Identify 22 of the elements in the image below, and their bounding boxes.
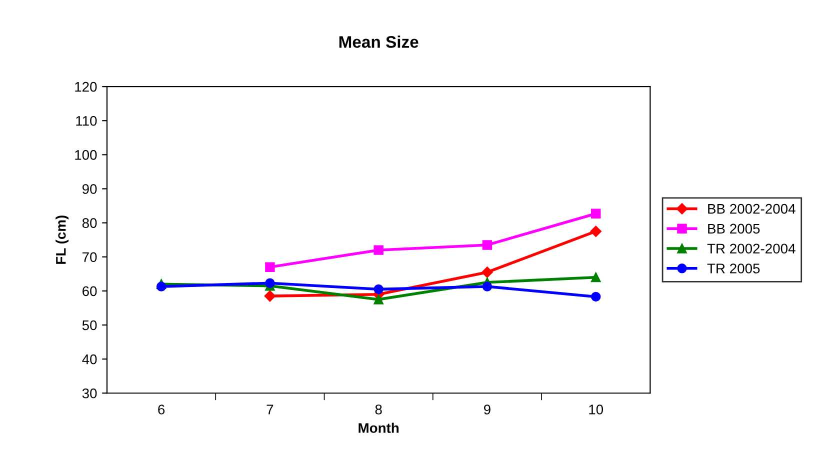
y-tick-label: 40 [82, 354, 97, 364]
y-tick-label: 80 [82, 218, 97, 228]
legend-label: TR 2005 [707, 264, 760, 274]
legend-label: BB 2002-2004 [708, 204, 796, 214]
legend-label: TR 2002-2004 [707, 244, 796, 254]
chart-title: Mean Size [339, 36, 418, 48]
x-tick-label: 8 [375, 404, 382, 414]
y-tick-label: 60 [82, 286, 97, 296]
y-tick-label: 70 [82, 252, 97, 262]
y-tick-label: 110 [76, 116, 97, 126]
y-tick-label: 90 [82, 184, 97, 194]
x-tick-label: 10 [589, 404, 604, 414]
y-tick-label: 120 [75, 82, 97, 92]
x-tick-label: 9 [484, 404, 490, 414]
y-axis-title: FL (cm) [56, 216, 69, 264]
x-tick-label: 7 [266, 404, 274, 414]
y-tick-label: 30 [82, 388, 97, 398]
x-axis-title: Month [358, 422, 399, 433]
y-tick-label: 50 [82, 320, 97, 330]
x-tick-label: 6 [158, 404, 165, 414]
legend-label: BB 2005 [708, 224, 760, 234]
y-tick-label: 100 [75, 150, 97, 160]
